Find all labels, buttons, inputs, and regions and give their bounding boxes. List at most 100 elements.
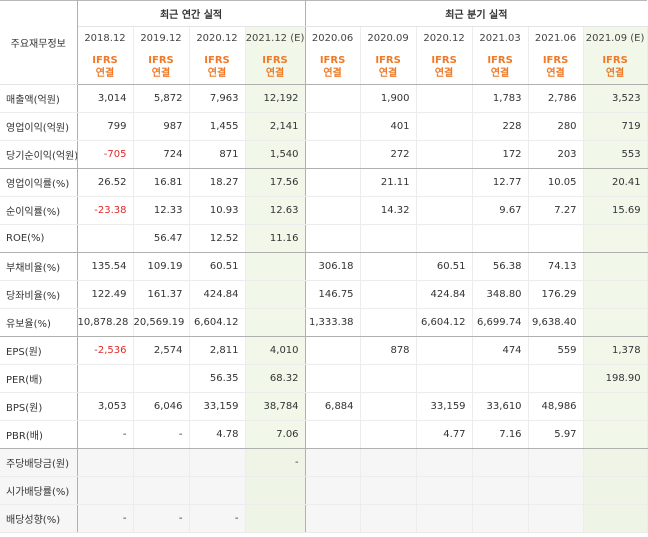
table-cell: - — [133, 420, 190, 449]
period-header: 2020.06 — [305, 26, 361, 51]
table-cell — [305, 224, 361, 253]
row-label: 영업이익률(%) — [0, 168, 78, 197]
table-cell — [528, 364, 584, 393]
table-cell — [472, 224, 529, 253]
table-cell: 1,783 — [472, 84, 529, 113]
table-cell: 474 — [472, 336, 529, 365]
table-cell: 724 — [133, 140, 190, 169]
consolidated-label: 연결 — [95, 68, 115, 80]
row-label: 주당배당금(원) — [0, 448, 78, 477]
ifrs-consolidated-badge: IFRS 연결 — [472, 50, 529, 85]
consolidated-label: 연결 — [151, 68, 171, 80]
table-cell: - — [189, 504, 246, 533]
table-cell: 18.27 — [189, 168, 246, 197]
ifrs-label: IFRS — [375, 55, 401, 67]
row-label: EPS(원) — [0, 336, 78, 365]
table-cell: 401 — [360, 112, 417, 141]
table-cell: 1,455 — [189, 112, 246, 141]
ifrs-label: IFRS — [602, 55, 628, 67]
table-row: 순이익률(%) -23.38 12.33 10.93 12.63 14.32 9.67 7.2… — [0, 196, 648, 225]
table-cell: 6,884 — [305, 392, 361, 421]
table-cell: 10,878.28 — [77, 308, 134, 337]
table-cell — [416, 448, 473, 477]
period-header: 2021.06 — [528, 26, 584, 51]
table-cell: 48,986 — [528, 392, 584, 421]
table-cell: 306.18 — [305, 252, 361, 281]
table-cell — [416, 196, 473, 225]
table-cell — [360, 252, 417, 281]
table-cell: - — [77, 504, 134, 533]
table-cell — [305, 196, 361, 225]
table-row: 주당배당금(원) - — [0, 448, 648, 477]
ifrs-label: IFRS — [487, 55, 513, 67]
table-cell — [360, 504, 417, 533]
table-cell: 60.51 — [416, 252, 473, 281]
table-cell — [472, 504, 529, 533]
table-cell — [77, 476, 134, 505]
table-cell — [583, 308, 648, 337]
table-cell: - — [77, 420, 134, 449]
consolidated-label: 연결 — [605, 68, 625, 80]
table-cell: 5.97 — [528, 420, 584, 449]
consolidated-label: 연결 — [207, 68, 227, 80]
table-cell: 16.81 — [133, 168, 190, 197]
table-cell: 12.77 — [472, 168, 529, 197]
table-cell — [583, 252, 648, 281]
table-cell — [472, 476, 529, 505]
table-row: 유보율(%) 10,878.28 20,569.19 6,604.12 1,333.38… — [0, 308, 648, 337]
ifrs-label: IFRS — [262, 55, 288, 67]
table-cell: 176.29 — [528, 280, 584, 309]
row-label: 당기순이익(억원) — [0, 140, 78, 169]
table-cell — [245, 504, 306, 533]
table-cell: 559 — [528, 336, 584, 365]
row-label: 배당성향(%) — [0, 504, 78, 533]
period-header-estimate: 2021.09 (E) — [583, 26, 648, 51]
ifrs-consolidated-badge: IFRS 연결 — [77, 50, 134, 85]
table-cell: 26.52 — [77, 168, 134, 197]
table-cell: 33,159 — [189, 392, 246, 421]
table-cell: -705 — [77, 140, 134, 169]
table-cell — [305, 364, 361, 393]
table-cell: 33,610 — [472, 392, 529, 421]
table-cell — [360, 420, 417, 449]
table-cell: 38,784 — [245, 392, 306, 421]
table-cell: 6,604.12 — [416, 308, 473, 337]
table-cell — [583, 224, 648, 253]
ifrs-consolidated-badge: IFRS 연결 — [416, 50, 473, 85]
table-cell — [416, 336, 473, 365]
table-cell: 12.63 — [245, 196, 306, 225]
table-cell: 7.27 — [528, 196, 584, 225]
table-cell: 272 — [360, 140, 417, 169]
table-cell: 7.16 — [472, 420, 529, 449]
row-label: 순이익률(%) — [0, 196, 78, 225]
table-cell: 109.19 — [133, 252, 190, 281]
table-cell: 161.37 — [133, 280, 190, 309]
table-cell: 6,699.74 — [472, 308, 529, 337]
table-cell — [416, 168, 473, 197]
table-cell — [360, 392, 417, 421]
table-cell: 1,540 — [245, 140, 306, 169]
ifrs-consolidated-badge: IFRS 연결 — [133, 50, 190, 85]
consolidated-label: 연결 — [265, 68, 285, 80]
table-cell — [77, 364, 134, 393]
table-cell: 2,786 — [528, 84, 584, 113]
table-cell — [305, 112, 361, 141]
table-cell: 987 — [133, 112, 190, 141]
ifrs-consolidated-badge: IFRS 연결 — [360, 50, 417, 85]
annual-section-title: 최근 연간 실적 — [77, 0, 306, 27]
table-cell: 17.56 — [245, 168, 306, 197]
table-cell: 12,192 — [245, 84, 306, 113]
ifrs-consolidated-badge: IFRS 연결 — [305, 50, 361, 85]
table-cell — [245, 280, 306, 309]
table-row: 영업이익(억원) 799 987 1,455 2,141 401 228 280 719 — [0, 112, 648, 141]
table-cell — [583, 448, 648, 477]
table-cell: 2,811 — [189, 336, 246, 365]
consolidated-label: 연결 — [490, 68, 510, 80]
table-cell — [305, 168, 361, 197]
table-cell — [416, 84, 473, 113]
table-cell — [189, 476, 246, 505]
table-cell — [245, 308, 306, 337]
table-row: BPS(원) 3,053 6,046 33,159 38,784 6,884 33,159 3… — [0, 392, 648, 421]
ifrs-label: IFRS — [319, 55, 346, 67]
